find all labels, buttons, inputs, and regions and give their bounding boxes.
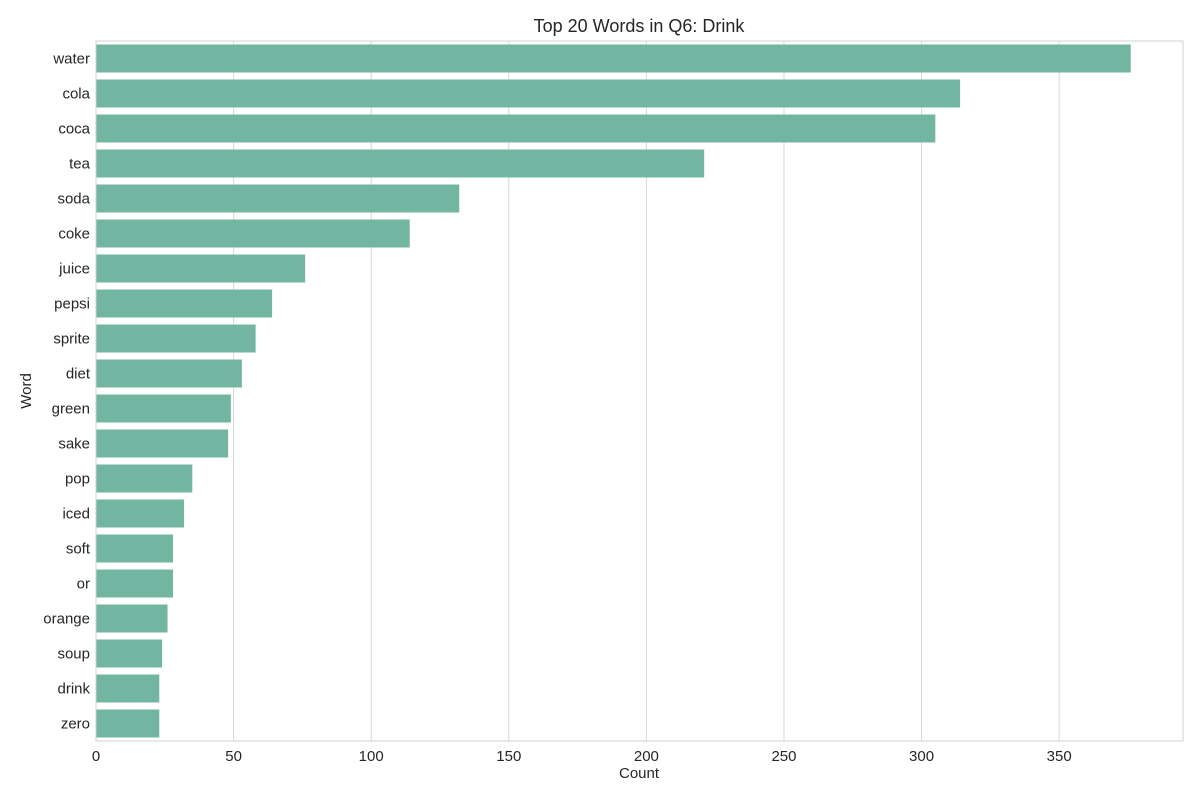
bar-juice [96,254,306,283]
y-tick-label-tea: tea [69,156,91,173]
y-tick-label-soft: soft [66,541,91,558]
bar-cola [96,79,961,108]
y-tick-label-coke: coke [58,226,90,243]
x-tick-label-100: 100 [359,748,384,765]
bar-drink [96,674,160,703]
bar-coca [96,114,936,143]
x-tick-label-300: 300 [909,748,934,765]
y-tick-label-sake: sake [58,436,90,453]
bar-soda [96,184,460,213]
x-axis-title: Count [619,765,660,782]
bar-coke [96,219,410,248]
y-tick-label-juice: juice [58,261,90,278]
y-tick-label-zero: zero [61,716,90,733]
bar-water [96,44,1131,73]
bar-sake [96,429,229,458]
bar-or [96,569,174,598]
x-tick-labels: 0 50 100 150 200 250 300 350 [92,748,1072,765]
bar-soup [96,639,163,668]
bar-soft [96,534,174,563]
y-tick-label-pepsi: pepsi [54,296,90,313]
y-tick-labels: water cola coca tea soda coke juice pepsi sprite… [43,51,91,733]
bar-orange [96,604,168,633]
y-tick-label-soup: soup [57,646,90,663]
bars [96,44,1131,738]
y-tick-label-green: green [52,401,90,418]
bar-diet [96,359,242,388]
y-tick-label-iced: iced [62,506,90,523]
plot-frame [95,40,1184,742]
bar-pepsi [96,289,273,318]
y-tick-label-or: or [77,576,90,593]
x-tick-label-250: 250 [771,748,796,765]
y-tick-label-pop: pop [65,471,90,488]
y-tick-label-coca: coca [58,121,90,138]
y-tick-label-diet: diet [66,366,91,383]
y-tick-label-drink: drink [57,681,90,698]
bar-zero [96,709,160,738]
y-tick-label-water: water [52,51,90,68]
gridlines [95,41,1060,741]
x-tick-label-150: 150 [496,748,521,765]
bar-sprite [96,324,256,353]
bar-green [96,394,231,423]
x-tick-label-350: 350 [1047,748,1072,765]
y-tick-label-cola: cola [62,86,90,103]
x-tick-label-0: 0 [92,748,100,765]
y-tick-label-soda: soda [57,191,90,208]
x-tick-label-50: 50 [225,748,242,765]
y-tick-label-sprite: sprite [53,331,90,348]
y-tick-label-orange: orange [43,611,90,628]
bar-tea [96,149,705,178]
bar-iced [96,499,185,528]
x-tick-label-200: 200 [634,748,659,765]
bar-pop [96,464,193,493]
y-axis-title: Word [18,373,35,409]
chart-title: Top 20 Words in Q6: Drink [534,16,746,36]
